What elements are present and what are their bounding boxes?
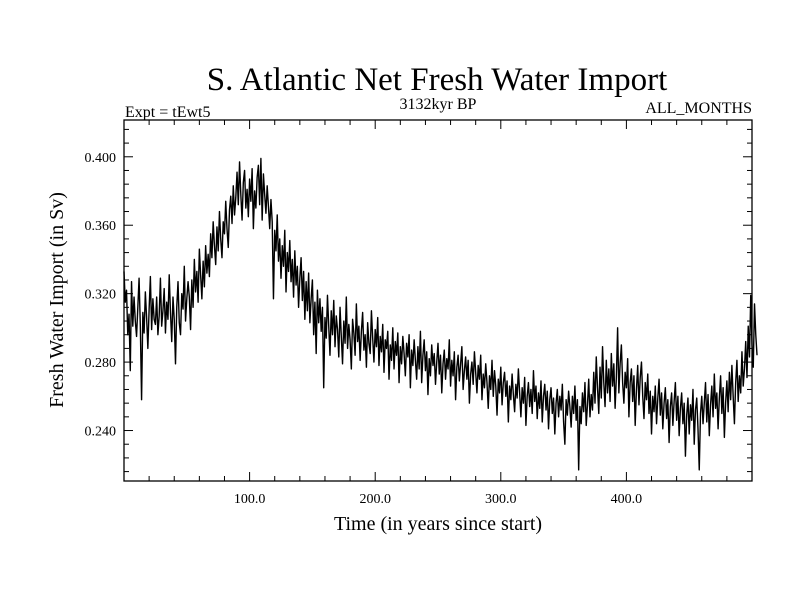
x-tick-label: 100.0 xyxy=(234,492,266,507)
y-axis-label: Fresh Water Import (in Sv) xyxy=(46,192,68,408)
y-tick-label: 0.400 xyxy=(85,151,117,166)
plot-area: 100.0 200.0 300.0 400.0 0.240 0.280 0.320 0.36… xyxy=(85,119,758,507)
series-line xyxy=(123,157,758,471)
axis-ticks xyxy=(124,120,752,481)
y-tick-label: 0.280 xyxy=(85,356,117,371)
y-tick-label: 0.320 xyxy=(85,288,117,303)
x-tick-label: 400.0 xyxy=(611,492,643,507)
x-tick-label: 300.0 xyxy=(485,492,517,507)
x-tick-labels: 100.0 200.0 300.0 400.0 xyxy=(234,492,642,507)
chart-title: S. Atlantic Net Fresh Water Import xyxy=(207,62,668,98)
y-tick-label: 0.240 xyxy=(85,425,117,440)
months-annotation: ALL_MONTHS xyxy=(645,100,752,117)
plot-frame xyxy=(123,119,753,482)
chart-subtitle: 3132kyr BP xyxy=(400,96,477,113)
x-tick-label: 200.0 xyxy=(359,492,391,507)
y-tick-labels: 0.240 0.280 0.320 0.360 0.400 xyxy=(85,151,117,440)
x-axis-label: Time (in years since start) xyxy=(334,513,542,535)
experiment-annotation: Expt = tEwt5 xyxy=(125,104,210,121)
y-tick-label: 0.360 xyxy=(85,219,117,234)
